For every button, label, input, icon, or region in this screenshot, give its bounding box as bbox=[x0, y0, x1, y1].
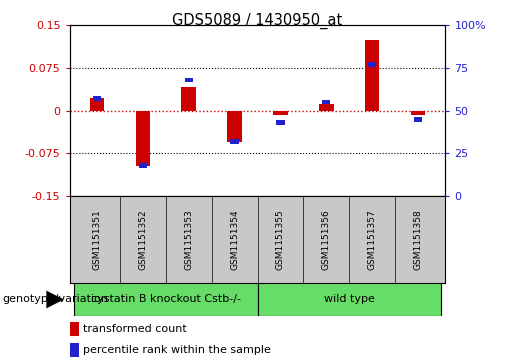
Bar bbox=[230, 139, 239, 144]
Bar bbox=[368, 62, 376, 67]
Text: GDS5089 / 1430950_at: GDS5089 / 1430950_at bbox=[173, 13, 342, 29]
Text: GSM1151355: GSM1151355 bbox=[276, 209, 285, 270]
Text: GSM1151354: GSM1151354 bbox=[230, 209, 239, 270]
Bar bbox=[227, 111, 242, 142]
Text: wild type: wild type bbox=[324, 294, 374, 305]
Bar bbox=[319, 104, 334, 111]
Text: transformed count: transformed count bbox=[83, 324, 186, 334]
Text: GSM1151352: GSM1151352 bbox=[139, 209, 147, 270]
Bar bbox=[135, 111, 150, 166]
Text: genotype/variation: genotype/variation bbox=[3, 294, 109, 305]
Bar bbox=[181, 87, 196, 111]
Bar bbox=[414, 117, 422, 122]
Text: GSM1151356: GSM1151356 bbox=[322, 209, 331, 270]
Text: GSM1151353: GSM1151353 bbox=[184, 209, 193, 270]
Bar bbox=[273, 111, 288, 115]
Bar bbox=[74, 283, 258, 316]
Text: GSM1151358: GSM1151358 bbox=[414, 209, 422, 270]
Bar bbox=[70, 322, 79, 337]
Bar bbox=[184, 78, 193, 82]
Bar bbox=[365, 40, 380, 111]
Bar bbox=[93, 97, 101, 101]
Bar bbox=[90, 98, 105, 111]
Bar bbox=[410, 111, 425, 115]
Text: percentile rank within the sample: percentile rank within the sample bbox=[83, 345, 270, 355]
Polygon shape bbox=[46, 290, 64, 308]
Text: GSM1151351: GSM1151351 bbox=[93, 209, 101, 270]
Bar bbox=[258, 283, 441, 316]
Text: GSM1151357: GSM1151357 bbox=[368, 209, 376, 270]
Bar bbox=[277, 121, 285, 125]
Bar bbox=[139, 163, 147, 168]
Bar bbox=[322, 100, 331, 105]
Text: cystatin B knockout Cstb-/-: cystatin B knockout Cstb-/- bbox=[91, 294, 241, 305]
Bar bbox=[70, 343, 79, 357]
